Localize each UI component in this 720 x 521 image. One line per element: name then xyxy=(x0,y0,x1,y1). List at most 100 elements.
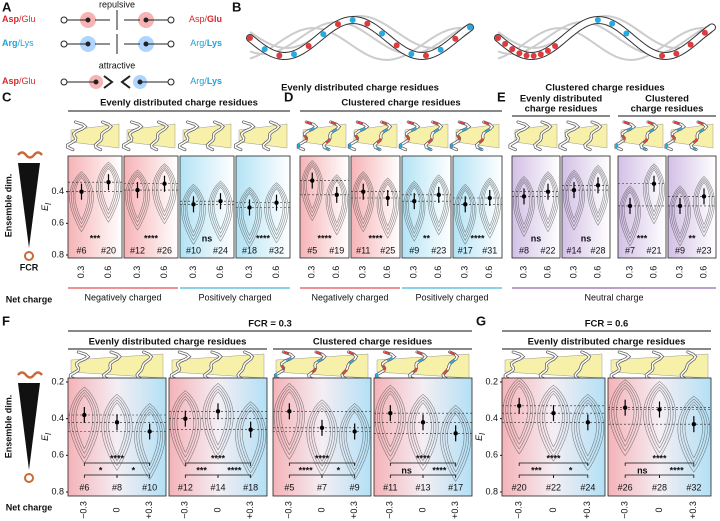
violin xyxy=(444,410,467,473)
chain-cartoon-inner xyxy=(322,121,341,151)
residue xyxy=(530,52,537,59)
violin xyxy=(99,165,118,215)
violin xyxy=(684,404,703,459)
violin xyxy=(502,377,536,455)
violin xyxy=(567,175,581,219)
y-axis-symbol: E xyxy=(40,204,50,211)
y-axis-label: El xyxy=(40,433,53,441)
residue xyxy=(364,20,371,27)
violin xyxy=(588,166,608,222)
violin xyxy=(620,187,640,243)
residue xyxy=(335,21,341,28)
violin xyxy=(239,406,262,469)
sample-id: #9 xyxy=(350,482,360,492)
violin xyxy=(327,176,347,232)
violin xyxy=(539,387,568,457)
residue xyxy=(261,46,268,53)
violin xyxy=(566,173,582,223)
violin xyxy=(409,396,437,467)
fcr-label: FCR xyxy=(20,262,39,272)
net-charge-value: +0.3 xyxy=(349,501,359,519)
panel-letter: B xyxy=(232,0,241,14)
violin xyxy=(378,179,398,235)
net-charge-value: −0.3 xyxy=(79,501,89,519)
violin xyxy=(432,180,445,224)
charge-segment xyxy=(665,121,685,151)
charge-segment xyxy=(348,121,369,151)
net-charge-value: 0 xyxy=(654,507,664,512)
violin xyxy=(643,163,665,225)
violin xyxy=(541,390,566,453)
sample-id: #13 xyxy=(415,482,430,492)
violin xyxy=(578,402,597,457)
sample-id: #6 xyxy=(76,245,86,255)
y-axis-subscript: l xyxy=(44,203,53,205)
violin xyxy=(608,379,642,457)
charge-segment xyxy=(450,121,471,151)
background-chain xyxy=(497,21,713,55)
charge-segment xyxy=(274,351,295,381)
residue-normal: /Glu xyxy=(19,76,36,86)
y-tick-label: 0.6 xyxy=(485,450,498,460)
mean-dot xyxy=(701,194,707,199)
sample-id: #25 xyxy=(380,245,395,255)
chain-cartoon-inner xyxy=(136,351,153,381)
mean-dot xyxy=(135,187,140,193)
y-tick-label: 0.6 xyxy=(51,450,64,460)
net-charge-value: −0.3 xyxy=(284,501,294,519)
violin xyxy=(306,166,319,210)
violin xyxy=(108,402,126,457)
net-charge-value: +0.3 xyxy=(144,501,154,519)
violin xyxy=(96,161,121,223)
residue xyxy=(349,17,356,24)
significance: *** xyxy=(531,465,542,475)
residue-bold: Lys xyxy=(207,76,222,86)
set-background xyxy=(67,155,123,259)
chain-cartoon-inner xyxy=(690,121,708,151)
residue xyxy=(393,42,400,49)
chain-caption: Clustered charge residues xyxy=(545,83,664,94)
violin xyxy=(507,383,531,445)
fcr-value: 0.6 xyxy=(159,266,169,279)
residue xyxy=(523,52,530,59)
chain-cartoon-inner xyxy=(442,351,459,381)
fcr-value: 0.3 xyxy=(674,266,684,279)
violin xyxy=(125,169,150,231)
fcr-value: 0.3 xyxy=(409,266,419,279)
violin xyxy=(440,404,472,482)
residue xyxy=(594,17,601,24)
mean-dot xyxy=(657,407,662,412)
panel-letter: D xyxy=(284,89,293,104)
charge-segment xyxy=(399,121,420,151)
violin xyxy=(513,175,535,238)
residue-label: Arg/Lys xyxy=(2,38,34,48)
violin xyxy=(239,189,260,245)
sample-id: #32 xyxy=(686,482,701,492)
chain-cartoon-inner xyxy=(680,351,697,381)
sample-id: #18 xyxy=(243,482,258,492)
violin xyxy=(647,386,672,449)
y-tick-label: 0.4 xyxy=(485,413,498,423)
significance-bracket xyxy=(217,474,252,478)
panel-letter: F xyxy=(2,313,10,328)
violin xyxy=(276,385,303,456)
violin xyxy=(313,407,331,463)
fcr-value: 0.3 xyxy=(568,266,578,279)
significance: * xyxy=(99,465,103,475)
significance: **** xyxy=(144,233,159,243)
y-tick-label: 0.8 xyxy=(485,486,498,496)
mean-dot xyxy=(463,202,468,207)
fcr-value: 0.6 xyxy=(271,266,281,279)
net-charge-value: 0 xyxy=(548,507,558,512)
violin xyxy=(264,182,289,244)
charge-segment xyxy=(375,351,396,381)
net-charge-value: 0 xyxy=(417,507,427,512)
fcr-value: 0.3 xyxy=(76,266,86,279)
chain-cartoon-inner xyxy=(509,121,529,151)
mean-dot xyxy=(551,410,556,416)
violin xyxy=(71,173,92,229)
block-header: Evenly distributed charge residues xyxy=(528,337,686,348)
violin xyxy=(181,183,206,245)
mean-dot xyxy=(622,405,628,410)
significance-bracket xyxy=(288,462,356,466)
